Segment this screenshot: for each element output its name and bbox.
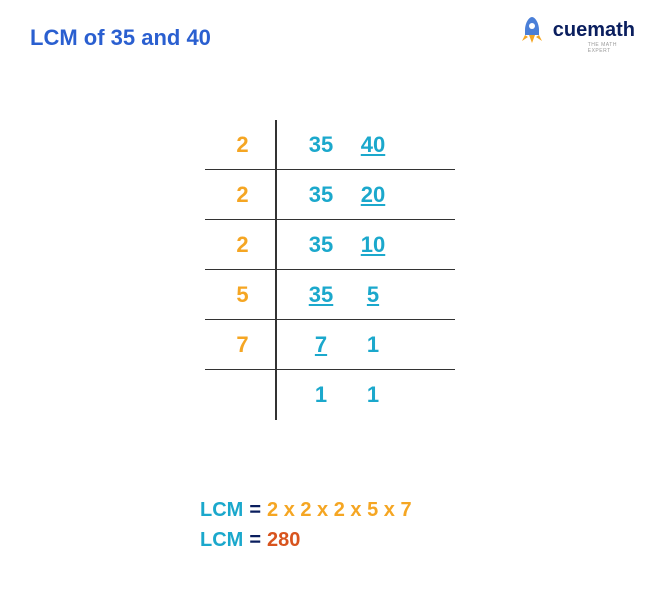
logo: cuemath THE MATH EXPERT <box>517 15 635 45</box>
ladder-row: 771 <box>215 320 455 370</box>
value-cell: 1 <box>357 332 389 358</box>
value-cell: 10 <box>357 232 389 258</box>
results: LCM = 2 x 2 x 2 x 5 x 7 LCM = 280 <box>200 495 412 555</box>
rocket-icon <box>517 15 547 45</box>
value-cell: 20 <box>357 182 389 208</box>
value-cell: 35 <box>305 182 337 208</box>
lcm-label: LCM <box>200 495 243 525</box>
value-cell: 1 <box>357 382 389 408</box>
page-title: LCM of 35 and 40 <box>30 25 211 51</box>
equals-sign: = <box>249 525 261 555</box>
value-cell: 35 <box>305 232 337 258</box>
divisor-cell: 5 <box>215 282 270 308</box>
value-cell: 40 <box>357 132 389 158</box>
divisor-cell: 2 <box>215 182 270 208</box>
divisor-cell: 2 <box>215 132 270 158</box>
value-cell: 35 <box>305 132 337 158</box>
equals-sign: = <box>249 495 261 525</box>
divisor-cell: 2 <box>215 232 270 258</box>
divisor-cell: 7 <box>215 332 270 358</box>
value-cell: 1 <box>305 382 337 408</box>
ladder-row: 2 35 40 <box>215 120 455 170</box>
logo-text: cuemath <box>553 19 635 42</box>
result-value: 280 <box>267 525 300 555</box>
logo-subtitle: THE MATH EXPERT <box>588 42 635 54</box>
ladder-row: 2 35 10 <box>215 220 455 270</box>
lcm-label: LCM <box>200 525 243 555</box>
value-cell: 35 <box>305 282 337 308</box>
factors-expression: 2 x 2 x 2 x 5 x 7 <box>267 495 412 525</box>
division-ladder: 235402352023510535577111 <box>215 120 455 420</box>
ladder-row: 5 35 5 <box>215 270 455 320</box>
value-cell: 5 <box>357 282 389 308</box>
value-cell: 7 <box>305 332 337 358</box>
ladder-row: 2 35 20 <box>215 170 455 220</box>
ladder-row: 11 <box>215 370 455 420</box>
